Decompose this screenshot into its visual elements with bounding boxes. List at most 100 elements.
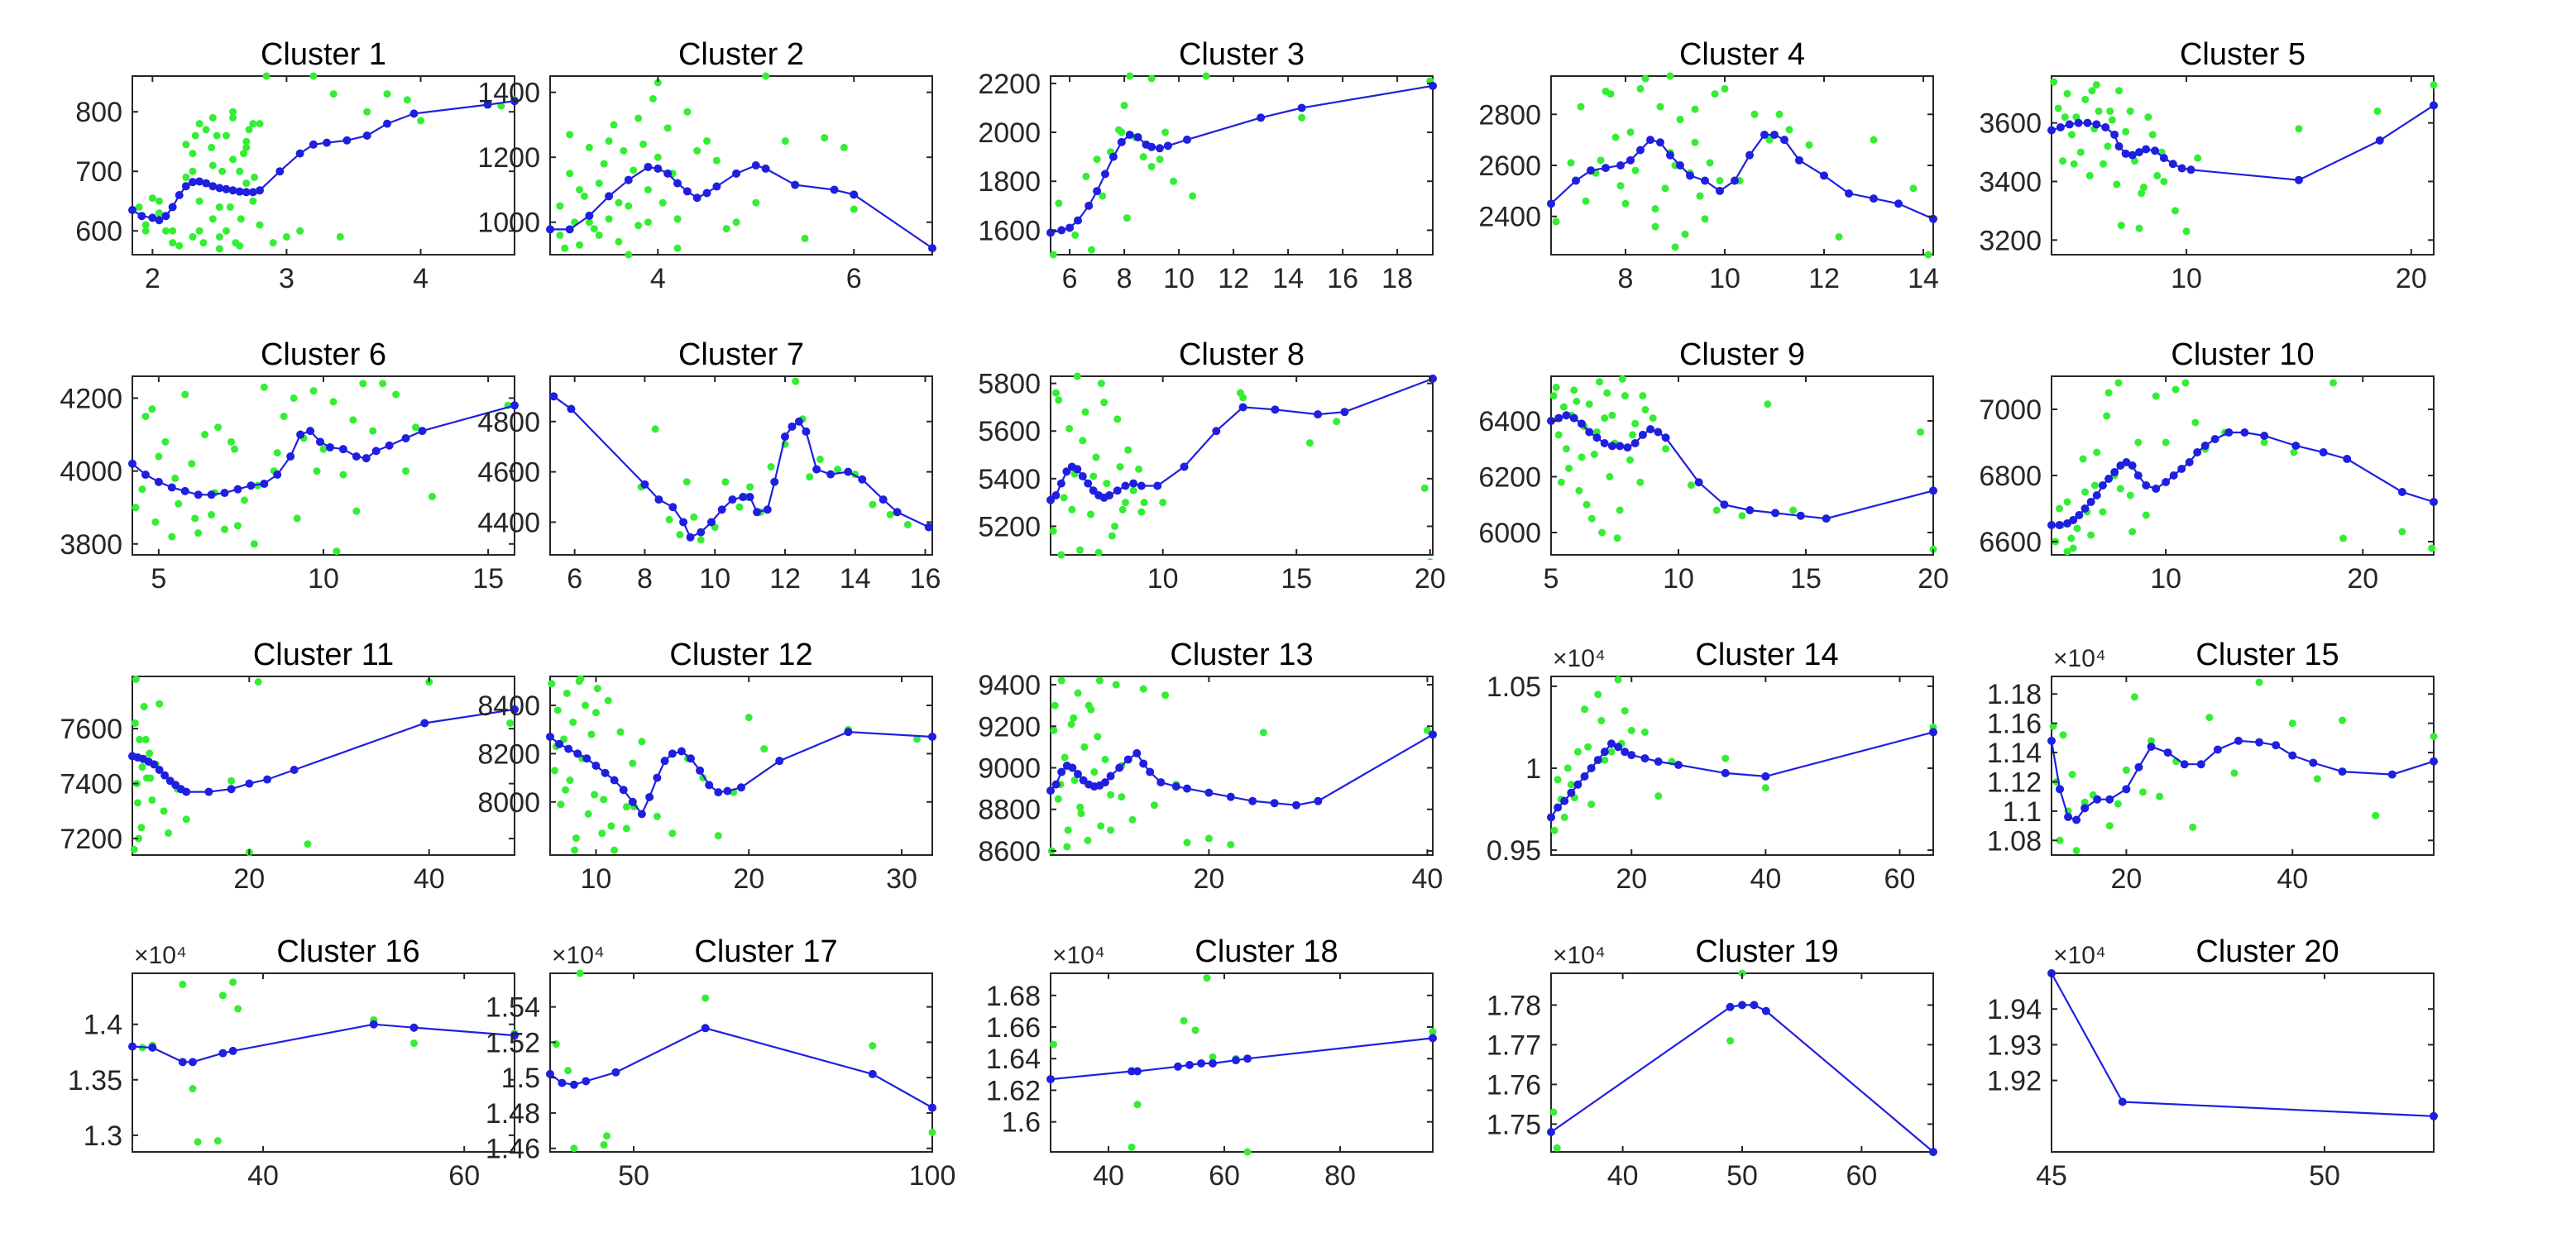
x-tick-label: 10 bbox=[1147, 563, 1179, 595]
y-tick-label: 2400 bbox=[1478, 202, 1541, 233]
series-point bbox=[573, 749, 582, 758]
series-point bbox=[2387, 770, 2396, 779]
scatter-point bbox=[208, 215, 217, 223]
x-tick-label: 10 bbox=[1163, 263, 1195, 294]
axes-frame bbox=[2051, 375, 2435, 556]
scatter-point bbox=[2148, 131, 2157, 139]
scatter-point bbox=[1636, 478, 1645, 486]
series-point bbox=[1085, 201, 1094, 210]
series-point bbox=[591, 762, 601, 770]
y-tick-label: 1.94 bbox=[1987, 994, 2042, 1025]
series-point bbox=[569, 1080, 578, 1089]
series-point bbox=[1750, 1001, 1759, 1010]
scatter-point bbox=[2080, 488, 2089, 496]
scatter-point bbox=[834, 466, 842, 474]
scatter-point bbox=[1305, 439, 1314, 447]
scatter-point bbox=[556, 231, 564, 239]
scatter-point bbox=[290, 394, 298, 402]
scatter-point bbox=[195, 227, 203, 235]
scatter-point bbox=[506, 719, 515, 727]
series-point bbox=[697, 528, 706, 537]
scatter-point bbox=[1554, 431, 1563, 439]
scatter-point bbox=[2059, 157, 2067, 165]
series-point bbox=[352, 452, 361, 461]
scatter-point bbox=[409, 1039, 418, 1048]
subplot-title: Cluster 8 bbox=[1179, 337, 1305, 372]
scatter-point bbox=[701, 994, 710, 1002]
series-point bbox=[791, 180, 800, 189]
scatter-point bbox=[1129, 486, 1137, 494]
scatter-point bbox=[1750, 110, 1759, 118]
scatter-point bbox=[237, 215, 245, 223]
series-point bbox=[1646, 136, 1654, 145]
scatter-point bbox=[175, 499, 183, 508]
y-tick-label: 800 bbox=[75, 97, 122, 128]
scatter-point bbox=[1676, 115, 1684, 123]
scatter-point bbox=[605, 215, 613, 223]
x-tick-label: 16 bbox=[910, 563, 941, 595]
scatter-point bbox=[1567, 781, 1575, 789]
subplot-title: Cluster 14 bbox=[1695, 638, 1838, 672]
series-point bbox=[1270, 799, 1279, 808]
y-tick-label: 700 bbox=[75, 156, 122, 188]
y-tick-label: 8800 bbox=[978, 795, 1041, 826]
series-point bbox=[290, 765, 299, 774]
scatter-point bbox=[168, 533, 176, 541]
scatter-point bbox=[806, 473, 814, 481]
series-point bbox=[2338, 767, 2347, 776]
series-point bbox=[188, 178, 197, 187]
scatter-point bbox=[1076, 546, 1085, 554]
scatter-point bbox=[1691, 138, 1699, 146]
series-point bbox=[770, 477, 779, 486]
y-tick-label: 5200 bbox=[978, 511, 1041, 542]
scatter-point bbox=[227, 437, 235, 446]
scatter-point bbox=[2153, 171, 2162, 179]
series-point bbox=[510, 97, 519, 106]
scatter-point bbox=[2095, 107, 2103, 115]
scatter-point bbox=[175, 241, 184, 250]
y-tick-label: 1.46 bbox=[486, 1134, 540, 1165]
series-point bbox=[677, 747, 686, 756]
series-point bbox=[1271, 405, 1280, 414]
scatter-point bbox=[1712, 506, 1721, 514]
series-point bbox=[2343, 455, 2352, 463]
series-point bbox=[1314, 410, 1323, 419]
series-point bbox=[1073, 465, 1082, 474]
scatter-point bbox=[179, 980, 187, 988]
series-point bbox=[150, 760, 159, 769]
scatter-point bbox=[1128, 815, 1137, 824]
series-point bbox=[1074, 770, 1082, 779]
axes-frame bbox=[2051, 75, 2435, 256]
series-point bbox=[546, 225, 554, 234]
series-point bbox=[601, 768, 610, 777]
scatter-point bbox=[564, 1067, 572, 1075]
scatter-point bbox=[1124, 446, 1132, 454]
series-point bbox=[2430, 1111, 2438, 1120]
series-point bbox=[1761, 772, 1770, 781]
series-point bbox=[1078, 471, 1087, 480]
scatter-point bbox=[402, 467, 410, 475]
scatter-point bbox=[745, 714, 753, 722]
series-point bbox=[1929, 486, 1937, 495]
scatter-point bbox=[304, 840, 312, 848]
scatter-point bbox=[610, 121, 618, 129]
subplot-cluster-13: 20 40 8600 8800 9000 9200 9400 Cluster 13 bbox=[978, 638, 1443, 895]
subplot-title: Cluster 12 bbox=[669, 638, 812, 672]
series-point bbox=[640, 480, 649, 489]
scatter-point bbox=[903, 520, 912, 528]
scatter-point bbox=[1616, 182, 1625, 190]
scatter-point bbox=[2117, 222, 2125, 230]
series-point bbox=[1137, 481, 1146, 490]
y-tick-label: 600 bbox=[75, 216, 122, 247]
series-point bbox=[207, 490, 216, 499]
scatter-point bbox=[194, 529, 203, 538]
scatter-point bbox=[2160, 177, 2168, 185]
scatter-point bbox=[2189, 823, 2197, 831]
y-tick-label: 1.08 bbox=[1987, 825, 2042, 857]
scatter-point bbox=[369, 427, 377, 435]
series-point bbox=[717, 505, 726, 514]
series-point bbox=[275, 167, 285, 176]
y-tick-label: 3600 bbox=[1979, 108, 2042, 140]
scatter-point bbox=[605, 137, 613, 146]
series-point bbox=[654, 164, 663, 173]
